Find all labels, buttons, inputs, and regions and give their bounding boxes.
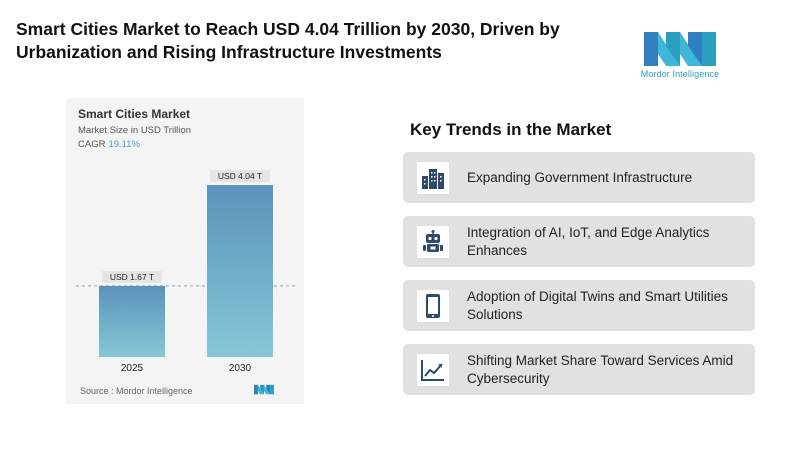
chart-card: USD 1.67 T 2025 USD 4.04 T 2030 Smart Citie… [66, 98, 304, 404]
headline: Smart Cities Market to Reach USD 4.04 Tr… [16, 19, 560, 62]
category-label: 2025 [121, 363, 144, 374]
trends-title: Key Trends in the Market [410, 120, 612, 139]
bar-chart: USD 1.67 T 2025 USD 4.04 T 2030 [76, 170, 296, 374]
chart-title: Smart Cities Market [78, 107, 191, 121]
trend-card: Integration of AI, IoT, and Edge Analyti… [403, 216, 755, 267]
trend-chart-icon [421, 360, 444, 381]
data-label: USD 1.67 T [110, 272, 154, 282]
data-label-bg [210, 170, 270, 183]
trend-icon-box [417, 354, 449, 386]
trend-label: Adoption of Digital Twins and Smart Util… [467, 288, 728, 322]
trend-card: Shifting Market Share Toward Services Am… [403, 344, 755, 395]
smartphone-icon [426, 294, 440, 318]
chart-cagr: CAGR 19.11% [78, 139, 140, 150]
category-label: 2030 [229, 363, 252, 374]
chart-source: Source : Mordor Intelligence [80, 386, 193, 396]
trend-label: Integration of AI, IoT, and Edge Analyti… [467, 224, 710, 258]
data-label-bg [102, 270, 162, 283]
bar-2025 [99, 285, 165, 357]
mini-logo-icon [254, 384, 274, 395]
mordor-logo-icon [644, 32, 716, 66]
chart-subtitle: Market Size in USD Trillion [78, 125, 191, 136]
cagr-label: CAGR [78, 139, 106, 150]
trend-card: Adoption of Digital Twins and Smart Util… [403, 280, 755, 331]
city-buildings-icon [422, 169, 444, 189]
robot-icon [423, 230, 443, 252]
cagr-value: 19.11% [108, 139, 140, 150]
trend-icon-box [417, 226, 449, 258]
trend-card: Expanding Government Infrastructure [403, 152, 755, 203]
brand-logo: Mordor Intelligence [636, 28, 724, 84]
trend-icon-box [417, 162, 449, 194]
trend-label: Expanding Government Infrastructure [467, 169, 693, 185]
bar-2030 [207, 185, 273, 357]
data-label: USD 4.04 T [218, 171, 262, 181]
brand-name: Mordor Intelligence [640, 69, 720, 79]
trend-label: Shifting Market Share Toward Services Am… [467, 352, 734, 386]
trend-icon-box [417, 290, 449, 322]
